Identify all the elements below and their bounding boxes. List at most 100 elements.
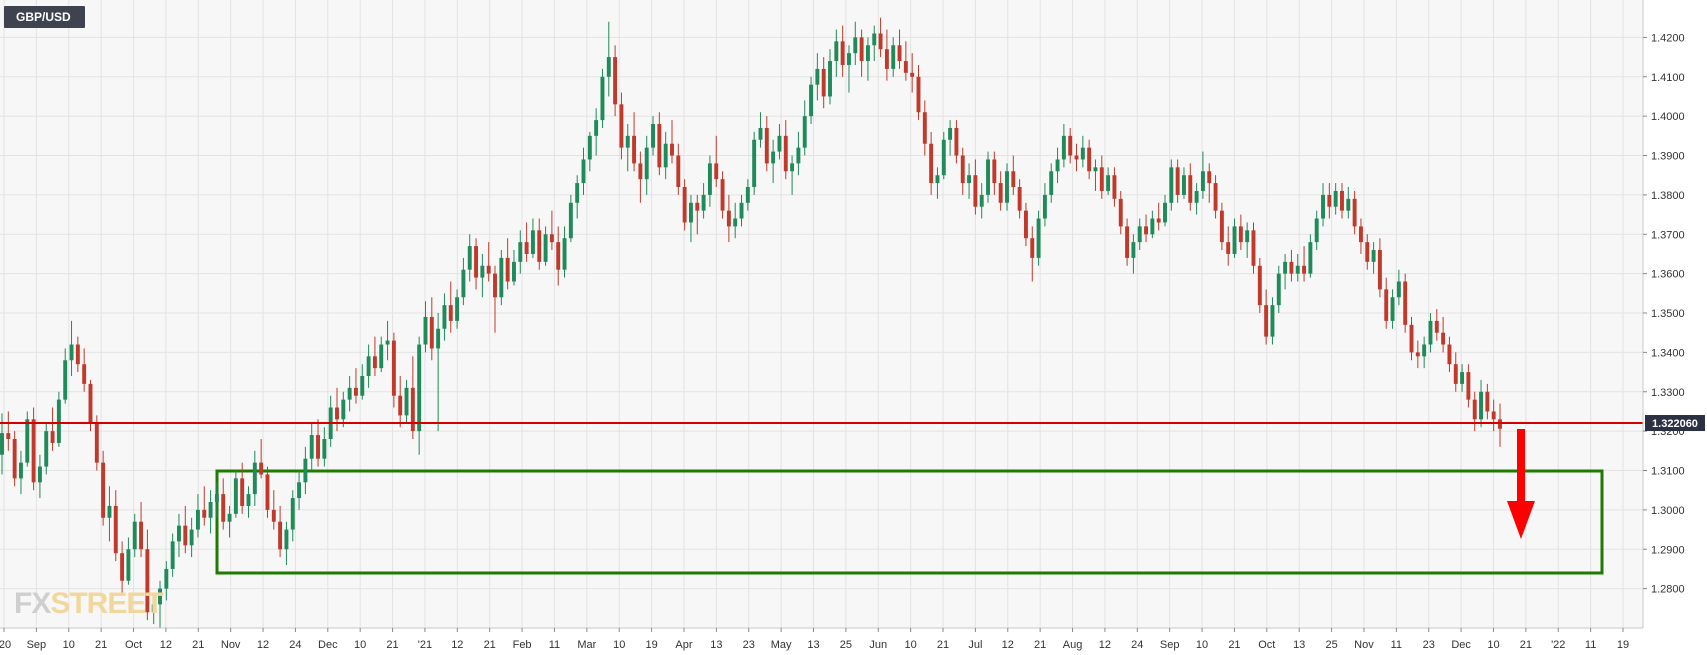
candle-body: [94, 423, 99, 463]
candle-body: [1340, 190, 1344, 211]
x-tick-label: 12: [1099, 639, 1111, 651]
candle-body: [1118, 198, 1123, 227]
candle-body: [1049, 171, 1054, 195]
y-tick-label: 1.4200: [1651, 32, 1685, 44]
candle: [518, 230, 523, 274]
candle: [619, 92, 624, 160]
candle: [796, 131, 801, 176]
candle-body: [12, 439, 17, 479]
x-tick-label: 23: [1423, 639, 1435, 651]
candle-body: [309, 435, 314, 459]
candle: [682, 179, 687, 231]
candle-body: [1093, 167, 1098, 172]
candle: [82, 348, 87, 392]
candle-body: [1074, 155, 1079, 160]
candle-body: [1188, 175, 1193, 203]
candle: [1447, 336, 1452, 373]
candle: [1163, 194, 1167, 227]
candle-body: [935, 175, 940, 184]
x-tick-label: 12: [451, 639, 463, 651]
candle-body: [941, 139, 946, 176]
candle-body: [891, 45, 896, 69]
candle-body: [461, 269, 466, 298]
candle-body: [512, 261, 516, 282]
candle: [1295, 253, 1300, 282]
x-tick-label: 10: [1487, 639, 1499, 651]
fxstreet-watermark-logo: FXSTREET: [14, 587, 164, 620]
x-tick-label: 21: [937, 639, 949, 651]
candle: [733, 202, 738, 239]
candle-body: [1403, 281, 1408, 325]
candle-body: [1358, 226, 1363, 243]
candle: [75, 336, 80, 373]
candle-body: [195, 509, 200, 530]
candle-body: [688, 202, 693, 223]
candle: [1194, 183, 1199, 215]
candle-body: [0, 433, 4, 455]
candle: [1118, 190, 1123, 235]
candle-body: [341, 399, 346, 420]
x-tick-label: 23: [743, 639, 755, 651]
candle-body: [1055, 159, 1060, 172]
x-tick-label: 21: [192, 639, 204, 651]
candle: [1283, 253, 1288, 290]
candle-body: [360, 376, 365, 396]
candle-body: [726, 210, 731, 227]
candle-body: [139, 521, 144, 550]
candle: [632, 112, 637, 172]
candle: [1232, 218, 1237, 258]
candle: [556, 226, 561, 286]
candle-body: [1485, 391, 1490, 412]
candle: [284, 521, 289, 566]
current-price-tag: 1.322060: [1645, 415, 1705, 432]
candle: [139, 502, 144, 558]
candle: [752, 131, 757, 195]
candle-body: [107, 505, 112, 518]
candle-body: [859, 37, 864, 62]
candle-body: [1169, 167, 1174, 203]
candle: [688, 194, 693, 243]
candle-body: [1182, 175, 1186, 195]
candle-body: [764, 127, 769, 164]
candle-body: [6, 433, 11, 440]
candle: [240, 462, 245, 514]
x-tick-label: '20: [0, 639, 11, 651]
candle-body: [303, 458, 308, 483]
candle-body: [821, 68, 826, 97]
candle-body: [1194, 190, 1199, 203]
candle: [568, 194, 573, 243]
candle: [398, 376, 403, 428]
candle-body: [695, 202, 700, 211]
candle-body: [1251, 230, 1256, 266]
candle: [1352, 190, 1357, 235]
candle: [436, 313, 441, 432]
candle-body: [132, 521, 137, 550]
candle: [1257, 257, 1262, 314]
current-price-tag-bg: [1645, 415, 1705, 432]
candle-body: [429, 316, 434, 349]
candle: [56, 391, 61, 447]
candle: [670, 120, 674, 164]
candle: [954, 120, 959, 164]
candle-body: [1276, 273, 1281, 306]
candle-body: [1219, 210, 1224, 243]
candle: [1314, 210, 1319, 251]
bearish-arrow: [1507, 429, 1535, 539]
candle-body: [372, 356, 377, 369]
candle-body: [903, 61, 908, 73]
candle: [316, 419, 320, 467]
candle: [366, 344, 371, 388]
candle-body: [1308, 242, 1313, 274]
candle-body: [992, 159, 997, 184]
candle-body: [297, 482, 302, 499]
current-price-label: 1.322060: [1652, 418, 1698, 430]
candle-body: [549, 234, 554, 243]
candle: [1200, 151, 1205, 199]
candle: [941, 131, 946, 180]
candle: [663, 131, 668, 180]
candle-body: [954, 127, 959, 156]
candle: [1358, 218, 1363, 254]
candle: [1112, 167, 1117, 207]
candle-body: [651, 124, 655, 148]
candle: [372, 336, 377, 377]
